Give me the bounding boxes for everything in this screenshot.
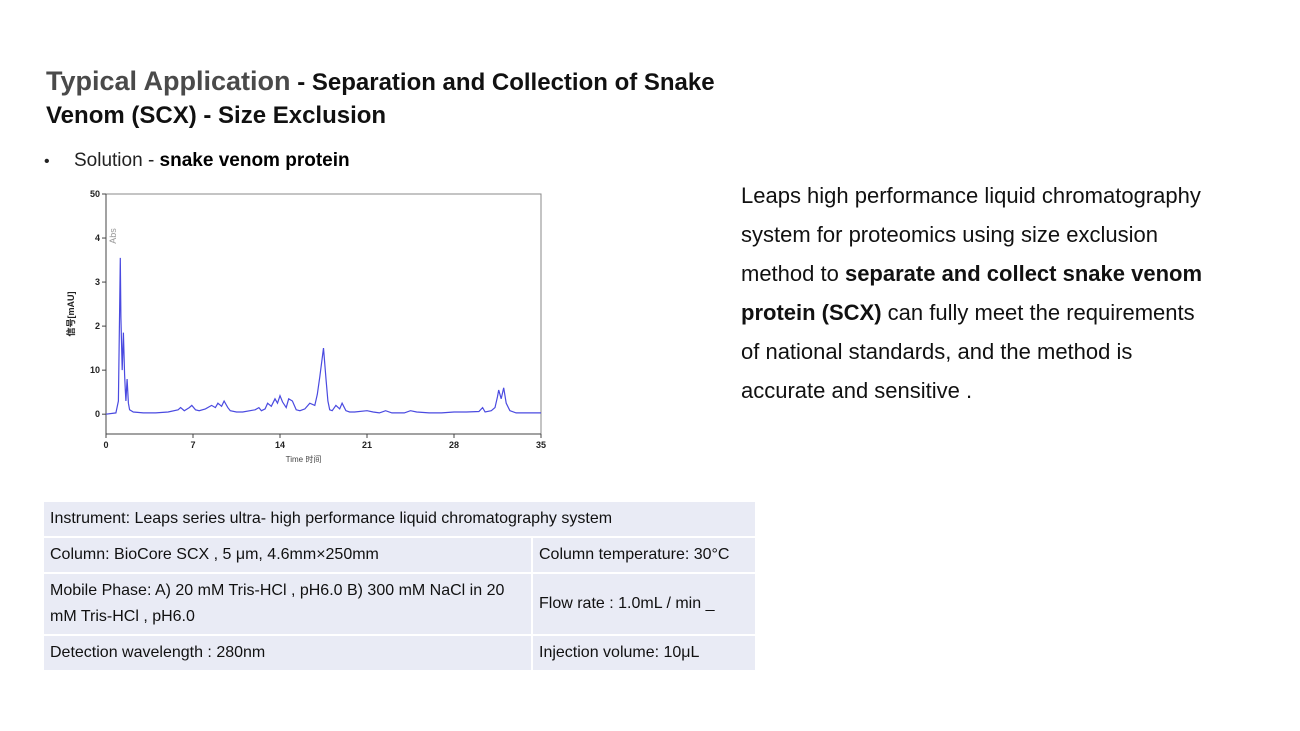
table-row: Column: BioCore SCX , 5 μm, 4.6mm×250mm … [42, 536, 757, 574]
chromatogram-chart: 0 7 14 21 28 35 0 10 2 3 4 50 信号[mAU] Abs Time 时间 [60, 184, 560, 474]
instrument-cell: Instrument: Leaps series ultra- high per… [42, 500, 757, 538]
description-part1: Leaps high performance liquid chromatogr… [741, 183, 1201, 286]
bullet-prefix: Solution - [74, 150, 160, 171]
bullet-emphasis: snake venom protein [159, 150, 350, 171]
y-tick-label: 2 [95, 321, 100, 331]
x-tick-label: 35 [536, 440, 546, 450]
solution-bullet: • Solution - snake venom protein [44, 150, 350, 172]
plot-frame [105, 193, 542, 435]
detection-wavelength-cell: Detection wavelength : 280nm [42, 634, 533, 672]
column-cell: Column: BioCore SCX , 5 μm, 4.6mm×250mm [42, 536, 533, 574]
abs-label: Abs [108, 228, 118, 244]
chromatogram-svg: 0 7 14 21 28 35 0 10 2 3 4 50 信号[mAU] Abs Time 时间 [65, 189, 546, 464]
bullet-marker: • [44, 153, 50, 170]
injection-volume-cell: Injection volume: 10μL [531, 634, 757, 672]
title-subtitle: - Separation and Collection of Snake Ven… [46, 69, 715, 129]
table-row: Mobile Phase: A) 20 mM Tris-HCl , pH6.0 … [42, 572, 757, 636]
description-paragraph: Leaps high performance liquid chromatogr… [741, 176, 1211, 410]
mobile-phase-cell: Mobile Phase: A) 20 mM Tris-HCl , pH6.0 … [42, 572, 533, 636]
column-temperature-cell: Column temperature: 30°C [531, 536, 757, 574]
y-tick-label: 0 [95, 409, 100, 419]
description-part2: can fully meet the requirements of natio… [741, 300, 1195, 403]
table-row: Instrument: Leaps series ultra- high per… [42, 500, 757, 538]
table-row: Detection wavelength : 280nm Injection v… [42, 634, 757, 672]
description-bold: separate and collect snake venom protein… [741, 261, 1203, 325]
y-tick-label: 10 [90, 365, 100, 375]
x-tick-label: 21 [362, 440, 372, 450]
x-tick-label: 28 [449, 440, 459, 450]
slide-title: Typical Application - Separation and Col… [46, 66, 766, 134]
title-main: Typical Application [46, 66, 291, 96]
conditions-table: Instrument: Leaps series ultra- high per… [42, 500, 757, 672]
y-tick-label: 4 [95, 233, 100, 243]
y-axis-title: 信号[mAU] [65, 292, 76, 337]
x-tick-label: 7 [190, 440, 195, 450]
chromatogram-trace [105, 257, 541, 415]
flow-rate-cell: Flow rate : 1.0mL / min _ [531, 572, 757, 636]
y-tick-label: 50 [90, 189, 100, 199]
y-tick-label: 3 [95, 277, 100, 287]
x-tick-label: 0 [103, 440, 108, 450]
x-tick-label: 14 [275, 440, 285, 450]
x-axis-title: Time 时间 [286, 454, 322, 464]
